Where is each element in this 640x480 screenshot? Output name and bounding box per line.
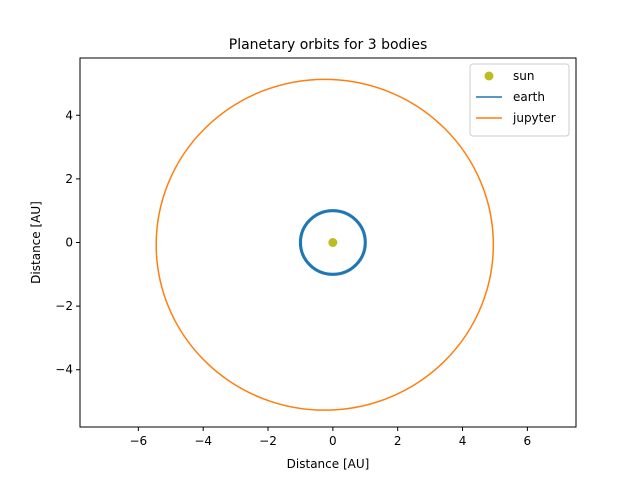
y-tick-label: 4 [65, 108, 73, 122]
legend-swatch-sun [484, 71, 494, 81]
legend-label-sun: sun [513, 69, 534, 83]
x-tick-label: 6 [524, 434, 532, 448]
y-tick-label: 2 [65, 172, 73, 186]
legend-label-jupyter: jupyter [512, 111, 556, 125]
x-tick-label: 0 [329, 434, 337, 448]
legend: sun earth jupyter [469, 63, 570, 137]
orbit-earth [298, 209, 367, 276]
x-tick-label: −4 [194, 434, 212, 448]
axis-ticks: −6 −4 −2 0 2 4 6 −4 −2 0 2 4 [55, 108, 531, 448]
orbit-jupyter [155, 78, 495, 411]
plot-area [155, 78, 495, 411]
x-axis-label: Distance [AU] [287, 457, 370, 471]
x-tick-label: −2 [259, 434, 277, 448]
y-tick-label: −2 [55, 299, 73, 313]
x-tick-label: −6 [130, 434, 148, 448]
x-tick-label: 2 [394, 434, 402, 448]
y-tick-label: −4 [55, 363, 73, 377]
marker-sun [328, 238, 338, 247]
legend-label-earth: earth [513, 90, 545, 104]
y-axis-label: Distance [AU] [29, 201, 43, 284]
chart-title: Planetary orbits for 3 bodies [229, 37, 427, 53]
x-tick-label: 4 [459, 434, 467, 448]
y-tick-label: 0 [65, 236, 73, 250]
